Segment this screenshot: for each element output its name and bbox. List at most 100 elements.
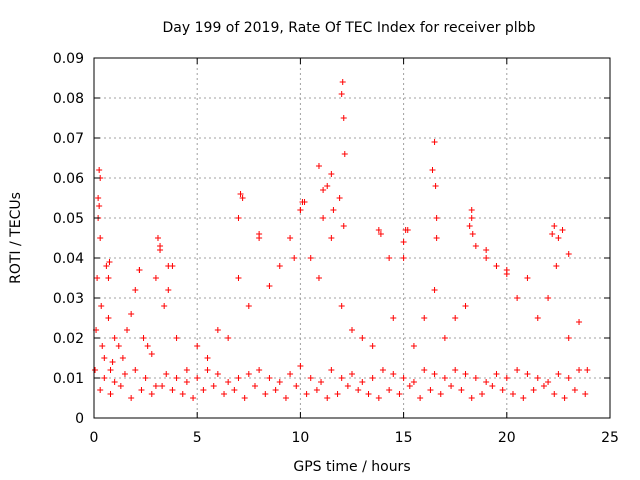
data-point bbox=[169, 387, 176, 393]
data-point bbox=[571, 387, 578, 393]
data-point bbox=[565, 335, 572, 341]
data-point bbox=[152, 275, 159, 281]
data-point bbox=[190, 395, 197, 401]
data-point bbox=[344, 383, 351, 389]
data-point bbox=[99, 343, 106, 349]
data-point bbox=[377, 231, 384, 237]
data-point bbox=[349, 371, 355, 377]
data-point bbox=[427, 387, 434, 393]
data-point bbox=[237, 191, 244, 197]
data-point bbox=[462, 303, 469, 309]
x-tick-label: 0 bbox=[90, 430, 99, 446]
data-point bbox=[431, 139, 438, 145]
data-point bbox=[101, 375, 108, 381]
data-point bbox=[483, 247, 490, 253]
data-point bbox=[115, 343, 122, 349]
data-point bbox=[101, 355, 108, 361]
data-point bbox=[437, 391, 444, 397]
data-point bbox=[483, 255, 490, 261]
data-point bbox=[256, 231, 263, 237]
data-point bbox=[105, 315, 112, 321]
y-tick-label: 0.09 bbox=[53, 51, 84, 67]
data-point bbox=[340, 115, 347, 121]
data-point bbox=[328, 235, 335, 241]
data-point bbox=[452, 367, 459, 373]
data-point bbox=[214, 371, 221, 377]
data-point bbox=[138, 387, 145, 393]
data-point bbox=[231, 387, 238, 393]
data-point bbox=[431, 287, 438, 293]
data-point bbox=[97, 387, 104, 393]
data-point bbox=[241, 395, 248, 401]
data-point bbox=[406, 383, 413, 389]
data-point bbox=[509, 391, 516, 397]
data-point bbox=[276, 263, 283, 269]
data-point bbox=[293, 383, 300, 389]
data-point bbox=[98, 303, 105, 309]
data-point bbox=[97, 235, 104, 241]
data-point bbox=[330, 207, 337, 213]
data-point bbox=[375, 227, 382, 233]
data-point bbox=[499, 387, 506, 393]
data-point bbox=[245, 303, 252, 309]
data-point bbox=[96, 167, 103, 173]
data-point bbox=[239, 195, 246, 201]
grid-lines bbox=[94, 58, 610, 418]
y-axis-label: ROTI / TECUs bbox=[8, 192, 24, 284]
data-point bbox=[251, 383, 258, 389]
x-tick-label: 10 bbox=[291, 430, 309, 446]
data-point bbox=[576, 319, 583, 325]
data-point bbox=[200, 387, 207, 393]
data-point bbox=[291, 255, 298, 261]
y-tick-label: 0.07 bbox=[53, 131, 84, 147]
data-point bbox=[225, 335, 232, 341]
data-point bbox=[466, 223, 473, 229]
data-point bbox=[318, 379, 325, 385]
data-point bbox=[282, 395, 289, 401]
data-point bbox=[390, 315, 397, 321]
data-point bbox=[576, 367, 583, 373]
data-point bbox=[524, 275, 531, 281]
y-tick-label: 0 bbox=[75, 411, 84, 427]
data-point bbox=[163, 371, 170, 377]
data-point bbox=[94, 275, 101, 281]
data-point bbox=[159, 383, 166, 389]
data-point bbox=[103, 263, 110, 269]
data-point bbox=[514, 367, 521, 373]
data-point bbox=[530, 387, 537, 393]
data-point bbox=[359, 335, 366, 341]
data-point bbox=[386, 387, 393, 393]
chart-title: Day 199 of 2019, Rate Of TEC Index for r… bbox=[163, 20, 536, 36]
data-point bbox=[489, 383, 496, 389]
data-point bbox=[379, 367, 386, 373]
data-point bbox=[462, 371, 469, 377]
data-point bbox=[235, 375, 242, 381]
data-point bbox=[334, 391, 341, 397]
data-point bbox=[540, 383, 547, 389]
data-point bbox=[225, 379, 232, 385]
data-point bbox=[144, 343, 151, 349]
y-tick-label: 0.02 bbox=[53, 331, 84, 347]
data-point bbox=[136, 267, 143, 273]
data-point bbox=[468, 395, 475, 401]
y-tick-label: 0.06 bbox=[53, 171, 84, 187]
data-point bbox=[339, 79, 346, 85]
data-point bbox=[119, 355, 126, 361]
data-point bbox=[307, 255, 314, 261]
data-point bbox=[565, 375, 572, 381]
data-point bbox=[179, 391, 186, 397]
data-point bbox=[551, 223, 558, 229]
data-point bbox=[266, 283, 273, 289]
data-point bbox=[433, 235, 440, 241]
data-point bbox=[421, 367, 428, 373]
data-point bbox=[95, 195, 102, 201]
y-tick-label: 0.08 bbox=[53, 91, 84, 107]
data-point bbox=[111, 379, 118, 385]
axis-ticks bbox=[93, 57, 611, 419]
data-point bbox=[256, 367, 263, 373]
data-point bbox=[287, 235, 294, 241]
data-point bbox=[400, 375, 407, 381]
data-point bbox=[549, 231, 556, 237]
data-point bbox=[421, 315, 428, 321]
